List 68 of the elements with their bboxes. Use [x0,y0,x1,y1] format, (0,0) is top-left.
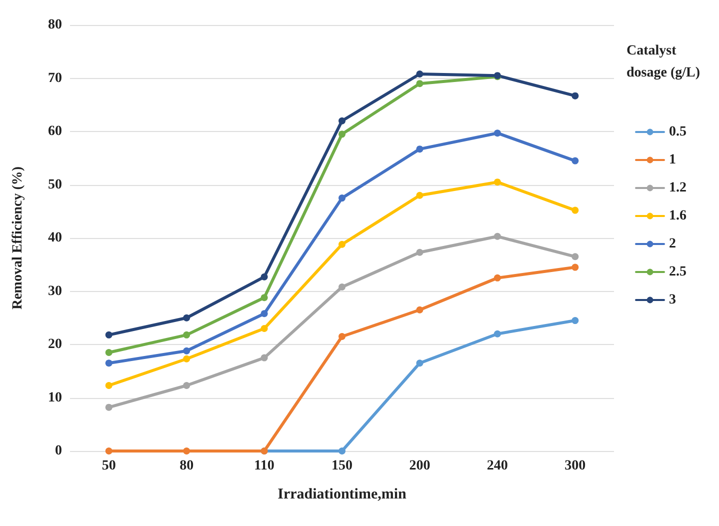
point [260,310,268,318]
x-tick-label: 110 [254,458,274,474]
x-tick-label: 150 [332,458,352,474]
x-tick-label: 300 [564,458,586,474]
point [494,178,501,186]
point [105,404,112,411]
point [105,382,112,389]
legend-label: 0.5 [669,124,686,140]
legend-label: 3 [669,292,676,308]
point [572,264,579,271]
y-tick-label: 50 [48,177,62,192]
point [572,253,579,260]
legend-label: 2 [669,236,676,252]
point [416,192,424,199]
y-tick-label: 70 [48,70,62,86]
point [105,331,112,338]
point [105,348,112,356]
point [494,130,501,137]
x-tick-label: 240 [486,458,508,474]
y-tick-label: 30 [48,284,62,299]
y-tick-label: 40 [48,230,62,246]
point [494,274,501,282]
point [183,448,190,454]
point [183,347,190,354]
point [183,331,190,338]
point [416,306,424,314]
legend-title: Catalyst dosage (g/L) [626,44,700,80]
point [494,330,501,338]
x-axis-title: Irradiationtime,min [278,486,408,502]
point [260,354,268,362]
legend-label: 1 [669,152,676,168]
x-tick-label: 80 [180,458,194,474]
y-tick-label: 10 [48,390,62,406]
point [338,130,346,138]
legend-label: 1.6 [669,208,686,224]
point [105,448,112,454]
point [416,360,424,367]
x-tick-label: 50 [102,458,116,474]
y-tick-label: 20 [48,337,62,352]
point [338,448,346,454]
point [494,232,501,240]
point [338,117,346,124]
point [338,194,346,202]
point [338,240,346,248]
point [416,70,424,78]
point [183,355,190,362]
point [572,206,579,214]
y-axis-title: Removal Efficiency (%) [10,166,26,310]
point [260,294,268,302]
point [105,360,112,367]
y-tick-label: 60 [48,124,62,139]
point [416,80,424,88]
point [183,382,190,389]
y-tick-label: 80 [48,18,62,32]
point [338,333,346,340]
legend-label: 1.2 [669,180,686,196]
point [572,92,579,100]
point [338,283,346,290]
x-tick-label: 200 [409,458,430,474]
point [260,325,268,332]
y-tick-label: 0 [55,444,62,458]
point [416,248,424,256]
legend-label: 2.5 [669,264,686,280]
point [572,157,579,164]
point [416,146,424,153]
point [572,317,579,324]
point [183,314,190,322]
point [260,273,268,280]
